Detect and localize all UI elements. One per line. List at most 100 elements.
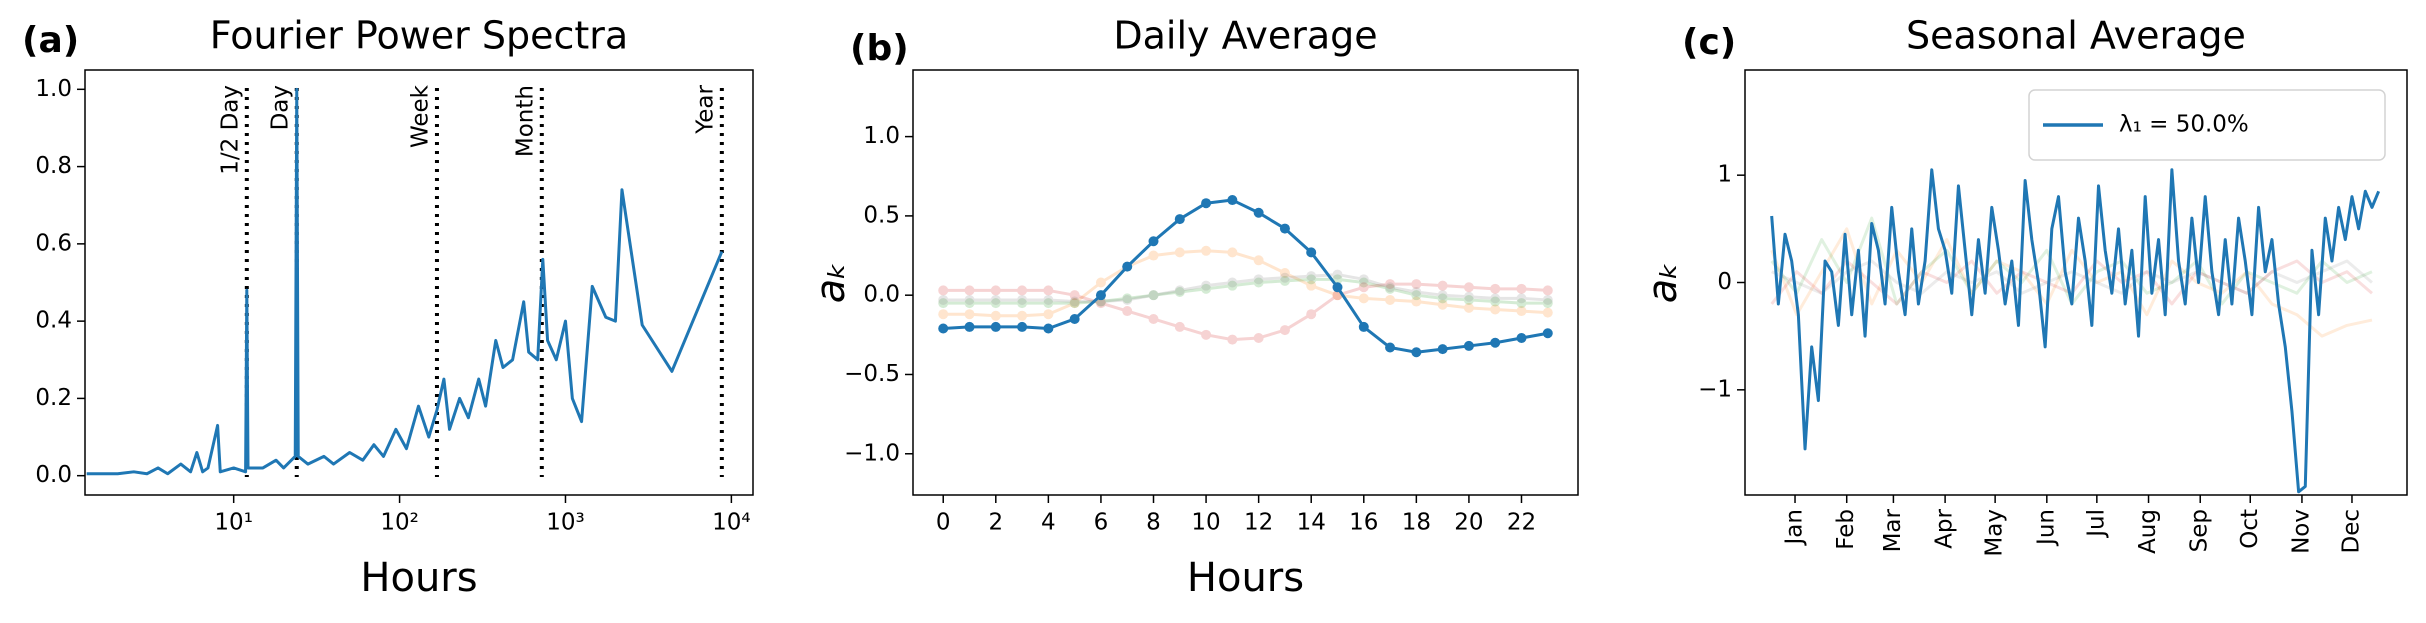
chart-title: Daily Average (1113, 14, 1377, 58)
data-point (1332, 269, 1343, 280)
data-point (1385, 279, 1396, 290)
y-tick-label: 0.8 (35, 153, 72, 179)
data-point (1017, 321, 1028, 332)
y-tick-label: 0.2 (35, 385, 72, 411)
data-point (1437, 280, 1448, 291)
data-point (1095, 298, 1106, 309)
data-line (86, 87, 724, 476)
x-tick-label: Apr (1932, 508, 1958, 548)
data-point (1095, 290, 1106, 301)
data-point (1227, 277, 1238, 288)
data-point (1017, 294, 1028, 305)
data-point (1437, 299, 1448, 310)
data-point (1043, 298, 1054, 309)
data-point (964, 309, 975, 320)
data-point (1490, 296, 1501, 307)
data-point (1516, 306, 1527, 317)
x-tick-label: 22 (1507, 510, 1536, 536)
data-point (1227, 334, 1238, 345)
data-point (1542, 328, 1553, 339)
data-point (1463, 302, 1474, 313)
data-point (1385, 294, 1396, 305)
series (938, 269, 1553, 307)
panel-label: (b) (850, 28, 909, 69)
data-point (990, 321, 1001, 332)
data-point (964, 298, 975, 309)
data-point (1201, 329, 1212, 340)
x-axis-label: Hours (1187, 555, 1304, 601)
x-tick-label: 6 (1094, 510, 1109, 536)
data-point (1069, 290, 1080, 301)
x-tick-label: 10 (1191, 510, 1220, 536)
x-tick-label: Aug (2135, 509, 2161, 554)
data-point (1069, 296, 1080, 307)
data-point (1411, 279, 1422, 290)
data-point (1253, 277, 1264, 288)
x-tick-label: 12 (1244, 510, 1273, 536)
x-tick-label: Nov (2288, 509, 2314, 554)
x-tick-label: Jul (2083, 509, 2109, 539)
data-point (1279, 272, 1290, 283)
data-point (1227, 247, 1238, 258)
data-line (943, 198, 1549, 354)
reference-label: Year (692, 84, 718, 134)
data-point (1227, 280, 1238, 291)
data-line (1771, 259, 2373, 295)
data-point (1542, 285, 1553, 296)
data-point (938, 285, 949, 296)
y-axis-label: aₖ (1640, 262, 1686, 304)
data-point (1411, 296, 1422, 307)
data-point (1516, 298, 1527, 309)
data-point (1201, 280, 1212, 291)
data-point (1148, 290, 1159, 301)
data-point (1017, 298, 1028, 309)
data-point (1437, 344, 1448, 355)
data-point (964, 285, 975, 296)
chart-title: Fourier Power Spectra (210, 14, 628, 58)
x-tick-label: May (1982, 509, 2008, 557)
x-tick-label: 2 (988, 510, 1003, 536)
reference-label: Day (267, 85, 293, 130)
data-point (1437, 290, 1448, 301)
x-tick-label: Feb (1833, 509, 1859, 550)
data-point (1253, 207, 1264, 218)
x-tick-label: 14 (1297, 510, 1326, 536)
data-point (1174, 214, 1185, 225)
data-line (943, 249, 1548, 318)
x-tick-label: 8 (1146, 510, 1161, 536)
data-point (1437, 293, 1448, 304)
data-point (1201, 198, 1212, 209)
data-line (943, 282, 1548, 342)
plot-frame (84, 69, 754, 496)
data-point (1122, 293, 1133, 304)
data-point (938, 309, 949, 320)
data-line (943, 273, 1548, 304)
data-point (1122, 261, 1133, 272)
y-axis-label: aₖ (808, 262, 854, 304)
x-axis-label: Hours (360, 555, 477, 601)
y-tick-label: −1 (1698, 376, 1732, 402)
data-point (938, 323, 949, 334)
x-tick-label: 16 (1349, 510, 1378, 536)
data-point (1490, 293, 1501, 304)
data-point (1306, 280, 1317, 291)
data-point (1306, 271, 1317, 282)
plot-frame (1744, 69, 2408, 496)
x-tick-label: Jun (2033, 509, 2059, 547)
data-point (1148, 313, 1159, 324)
data-point (1017, 310, 1028, 321)
data-point (1043, 309, 1054, 320)
data-point (1411, 347, 1422, 358)
y-tick-label: 0.5 (863, 202, 900, 228)
data-point (1017, 285, 1028, 296)
data-point (1095, 277, 1106, 288)
data-point (1542, 294, 1553, 305)
data-point (1148, 290, 1159, 301)
panel-label: (c) (1682, 22, 1736, 63)
y-tick-label: 0.0 (863, 282, 900, 308)
data-point (1043, 285, 1054, 296)
x-tick-label: Sep (2187, 509, 2213, 552)
data-point (1463, 340, 1474, 351)
data-point (1122, 306, 1133, 317)
